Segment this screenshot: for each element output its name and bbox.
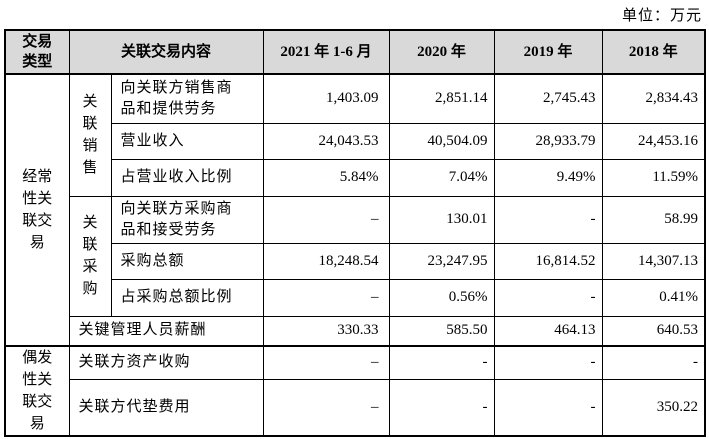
group-label-purchase: 关 联 采 购 xyxy=(68,195,112,317)
value-2020: 23,247.95 xyxy=(388,242,495,280)
related-transactions-table: 交易 类型 关联交易内容 2021 年 1-6 月 2020 年 2019 年 … xyxy=(4,29,707,437)
header-2019: 2019 年 xyxy=(493,29,603,75)
header-2018: 2018 年 xyxy=(601,29,706,75)
value-2019: - xyxy=(493,195,603,244)
value-2020: 2,851.14 xyxy=(388,73,495,124)
header-transaction-type: 交易 类型 xyxy=(4,29,70,75)
table-row-revenue: 营业收入 24,043.53 40,504.09 28,933.79 24,45… xyxy=(5,122,706,160)
unit-label: 单位：万元 xyxy=(621,8,702,24)
table-row-purchase-ratio: 占采购总额比例 – 0.56% - 0.41% xyxy=(5,278,706,317)
row-label: 向关联方采购商 品和接受劳务 xyxy=(110,195,264,244)
value-2019: 2,745.43 xyxy=(493,73,603,124)
value-2018: 350.22 xyxy=(601,378,706,437)
value-2019: - xyxy=(493,378,603,437)
value-2018: 0.41% xyxy=(601,278,706,317)
row-label: 关键管理人员薪酬 xyxy=(68,315,264,347)
row-label: 关联方代垫费用 xyxy=(68,378,264,437)
table-row-advance-expenses: 关联方代垫费用 – - - 350.22 xyxy=(5,378,706,437)
group-label-recurring: 经常 性关 联交 易 xyxy=(4,73,70,347)
value-2021: 24,043.53 xyxy=(262,122,390,160)
row-label: 营业收入 xyxy=(110,122,264,160)
value-2021: – xyxy=(262,278,390,317)
value-2018: 58.99 xyxy=(601,195,706,244)
value-2020: - xyxy=(388,378,495,437)
value-2018: 2,834.43 xyxy=(601,73,706,124)
table-row-key-management: 关键管理人员薪酬 330.33 585.50 464.13 640.53 xyxy=(5,315,706,347)
value-2018: - xyxy=(601,345,706,380)
value-2021: – xyxy=(262,345,390,380)
value-2018: 640.53 xyxy=(601,315,706,347)
value-2019: 28,933.79 xyxy=(493,122,603,160)
header-2020: 2020 年 xyxy=(388,29,495,75)
row-label: 关联方资产收购 xyxy=(68,345,264,380)
table-row-purchase-goods: 关 联 采 购 向关联方采购商 品和接受劳务 – 130.01 - 58.99 xyxy=(5,195,706,317)
row-label: 占采购总额比例 xyxy=(110,278,264,317)
header-transaction-content: 关联交易内容 xyxy=(68,29,264,75)
value-2021: – xyxy=(262,195,390,244)
value-2018: 11.59% xyxy=(601,158,706,197)
value-2018: 24,453.16 xyxy=(601,122,706,160)
value-2020: 130.01 xyxy=(388,195,495,244)
group-label-occasional: 偶发 性关 联交 易 xyxy=(4,345,70,437)
value-2020: - xyxy=(388,345,495,380)
value-2019: 9.49% xyxy=(493,158,603,197)
header-2021: 2021 年 1-6 月 xyxy=(262,29,390,75)
value-2019: 16,814.52 xyxy=(493,242,603,280)
row-label: 占营业收入比例 xyxy=(110,158,264,197)
value-2020: 40,504.09 xyxy=(388,122,495,160)
value-2021: 330.33 xyxy=(262,315,390,347)
value-2021: 1,403.09 xyxy=(262,73,390,124)
header-row: 交易 类型 关联交易内容 2021 年 1-6 月 2020 年 2019 年 … xyxy=(4,29,706,75)
value-2021: – xyxy=(262,378,390,437)
value-2019: - xyxy=(493,278,603,317)
value-2020: 0.56% xyxy=(388,278,495,317)
value-2021: 18,248.54 xyxy=(262,242,390,280)
table-row-purchase-total: 采购总额 18,248.54 23,247.95 16,814.52 14,30… xyxy=(5,242,706,280)
value-2018: 14,307.13 xyxy=(601,242,706,280)
value-2020: 7.04% xyxy=(388,158,495,197)
group-label-sales: 关 联 销 售 xyxy=(68,73,112,197)
table-row-asset-acquisition: 偶发 性关 联交 易 关联方资产收购 – - - - xyxy=(4,345,706,437)
value-2021: 5.84% xyxy=(262,158,390,197)
value-2020: 585.50 xyxy=(388,315,495,347)
value-2019: 464.13 xyxy=(493,315,603,347)
row-label: 采购总额 xyxy=(110,242,264,280)
value-2019: - xyxy=(493,345,603,380)
table-row-revenue-ratio: 占营业收入比例 5.84% 7.04% 9.49% 11.59% xyxy=(5,158,706,197)
row-label: 向关联方销售商 品和提供劳务 xyxy=(110,73,264,124)
table-row-sales-goods: 经常 性关 联交 易 关 联 销 售 向关联方销售商 品和提供劳务 1,403.… xyxy=(4,73,706,347)
